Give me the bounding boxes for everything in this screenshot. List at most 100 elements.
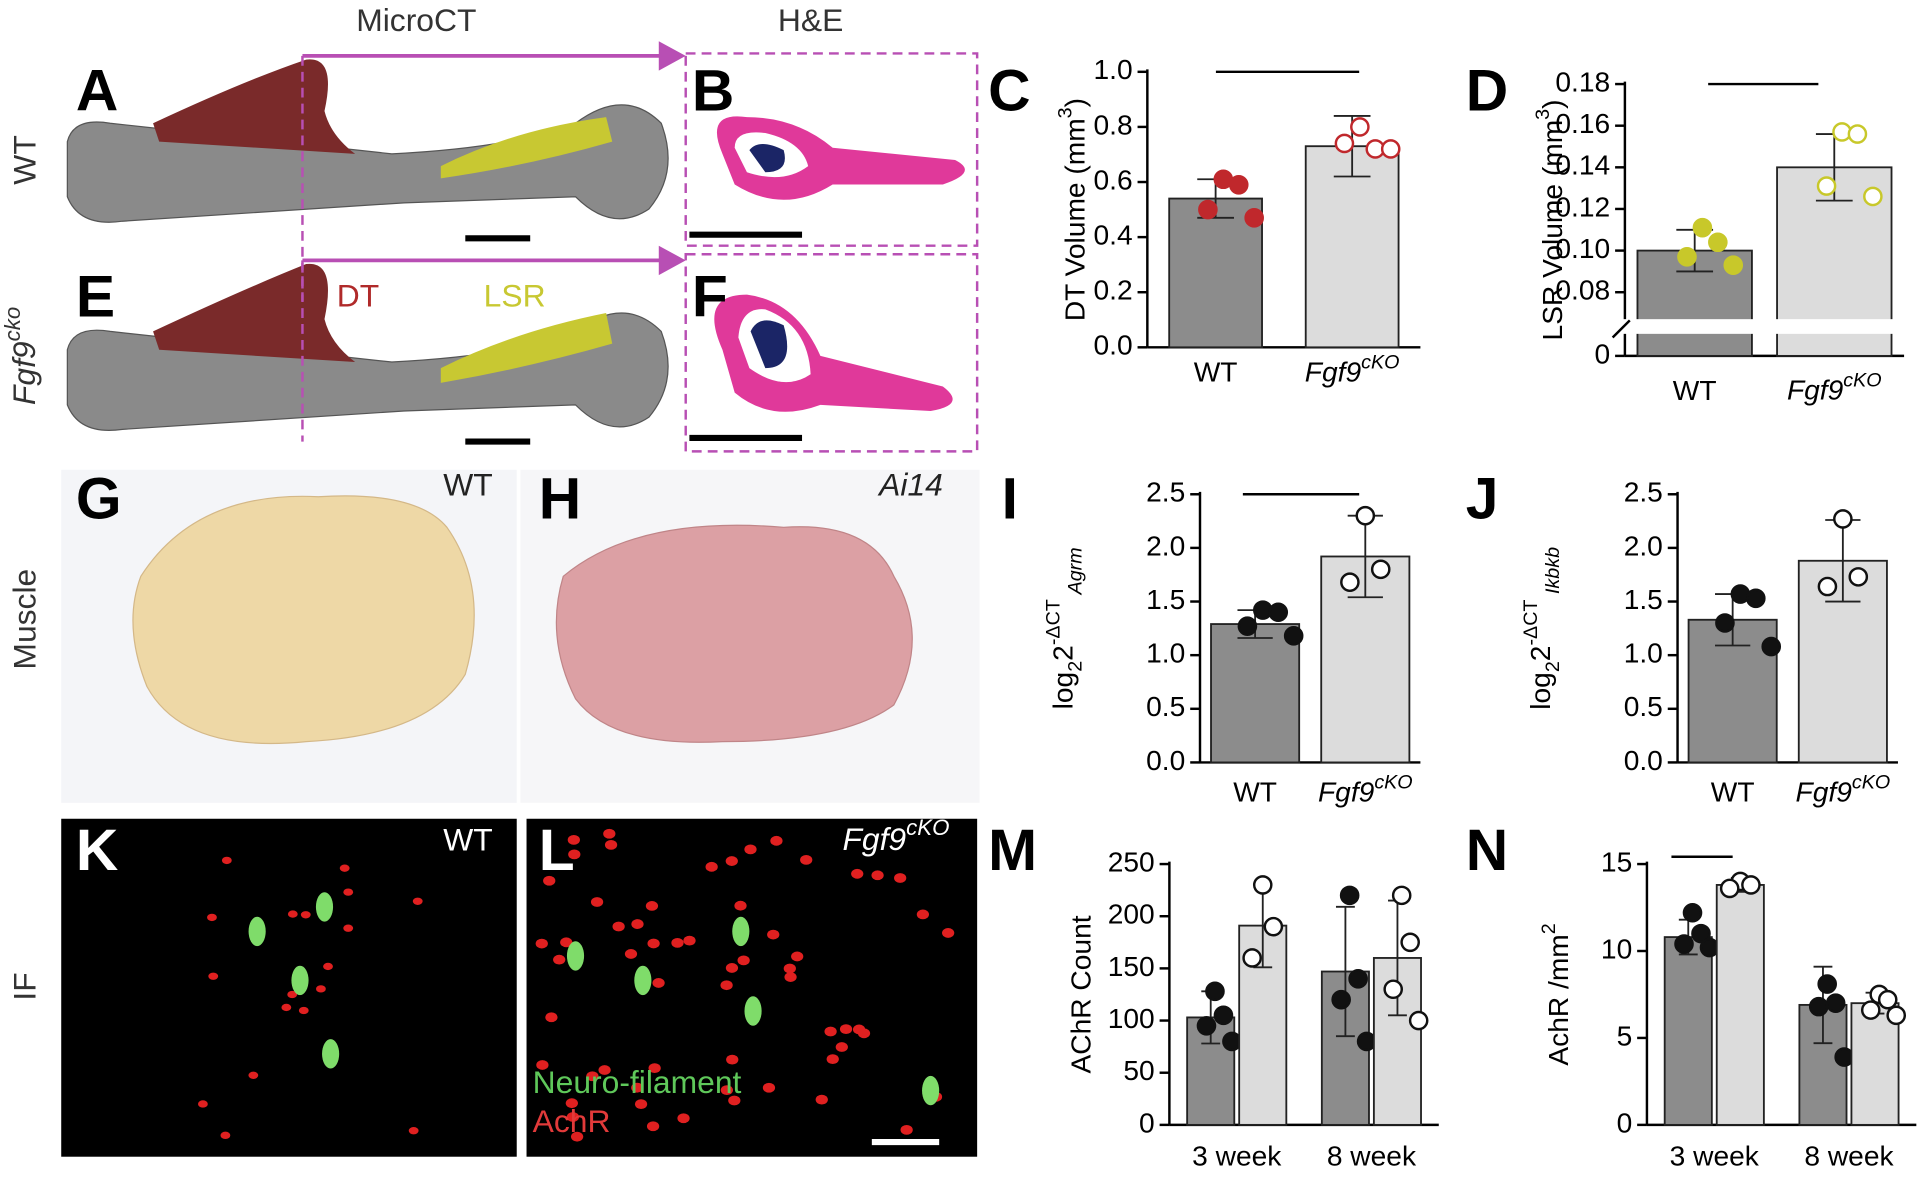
panel-letter: G [76,466,122,531]
data-point [1863,186,1883,207]
achr-dot [916,909,930,920]
dt-region [153,263,356,363]
data-point [1198,199,1218,220]
y-tick-label: 10 [1601,933,1632,964]
achr-dot [677,1113,690,1124]
achr-dot [298,1006,309,1015]
image-label: AchR [533,1103,611,1139]
y-tick-label: 0.0 [1624,745,1663,776]
text-part: Fgf9 [6,341,42,405]
y-tick-label: 150 [1108,951,1155,982]
x-tick-label: 3 week [1192,1140,1282,1171]
y-axis-label: log22-ΔCT Ikbkb [1520,547,1564,710]
achr-dot [553,954,566,965]
axis-break [1610,319,1907,334]
neurofilament [634,965,652,996]
muscle-images [61,469,980,803]
text-part: Agrm [1065,547,1087,599]
achr-dot [647,938,660,949]
text-part: ) [1060,98,1091,107]
panel-letter: F [692,264,728,329]
image-label: Fgf9cKO [842,815,949,857]
achr-dot [598,1065,611,1075]
y-tick-label: 100 [1108,1003,1155,1034]
data-point [1244,208,1264,228]
achr-dot [652,978,665,988]
panel-letter: D [1466,59,1508,124]
achr-dot [565,1098,578,1109]
y-tick-label: 0 [1139,1107,1155,1138]
achr-dot [287,990,298,999]
y-tick-label: 1.5 [1624,584,1663,615]
achr-dot [671,937,684,948]
photo [61,818,517,1157]
achr-dot [634,1099,648,1109]
data-point [1682,902,1703,923]
y-axis-label: LSR Volume (mm3) [1532,99,1568,340]
data-point [1708,232,1728,253]
achr-dot [567,834,580,845]
text-part: Fgf9 [1787,375,1844,406]
image-label: WT [443,466,492,502]
achr-dot [412,897,423,905]
achr-dot [784,972,797,982]
data-point [1877,989,1898,1010]
marrow-tissue [749,144,785,173]
achr-dot [744,844,757,855]
y-tick-label: 0.0 [1093,330,1132,361]
y-tick-label: 0.12 [1555,191,1610,222]
panel-letter: C [988,59,1030,124]
bone [66,104,669,223]
achr-dot [603,828,616,839]
y-tick-label: 0.10 [1555,233,1610,264]
achr-dot [631,919,644,929]
data-point [1370,559,1391,580]
data-point [1400,932,1420,953]
x-tick-label: WT [1673,375,1717,406]
text-part: -ΔCT [1520,600,1542,646]
muscle [555,524,913,743]
data-point [1817,974,1837,994]
y-tick-label: 5 [1617,1020,1633,1051]
if-images [61,818,978,1157]
achr-dot [631,1082,644,1093]
text-part: Fgf9 [1318,777,1375,808]
data-point [1348,969,1368,989]
achr-dot [287,910,298,918]
data-point [1408,1010,1429,1031]
y-tick-label: 0.8 [1093,109,1132,140]
x-tick-label: Fgf9cKO [1318,771,1413,807]
y-tick-label: 2.5 [1146,477,1185,508]
text-part: 3 [1055,107,1077,118]
x-tick-label: 8 week [1804,1140,1894,1171]
y-tick-label: 0.6 [1093,164,1132,195]
data-point [1237,616,1258,636]
y-tick-label: 0.16 [1555,108,1610,139]
text-part: -ΔCT [1043,599,1065,645]
y-tick-label: 0.08 [1555,275,1610,306]
achr-dot [726,1054,739,1065]
y-tick-label: 2.5 [1624,477,1663,508]
bar [1715,884,1765,1126]
data-point [1847,124,1868,144]
achr-dot [900,1124,913,1135]
text-part: 2 [1525,646,1556,662]
text-part: cKO [906,815,949,840]
panel-letter: N [1466,818,1508,883]
data-point [1283,626,1304,646]
text-part: 2 [1538,923,1560,934]
neurofilament [315,892,334,922]
achr-dot [852,1024,866,1035]
data-point [1848,567,1869,587]
panel-letter: K [76,818,118,883]
achr-dot [339,864,350,872]
achr-dot [728,1095,741,1106]
y-tick-label: 200 [1108,899,1155,930]
y-tick-label: 1.5 [1146,584,1185,615]
neurofilament [732,916,750,947]
neurofilament [248,916,266,947]
achr-dot [408,1127,419,1135]
text-part: cKO [1374,771,1412,793]
achr-dot [300,911,311,919]
y-tick-label: 2.0 [1146,530,1185,561]
